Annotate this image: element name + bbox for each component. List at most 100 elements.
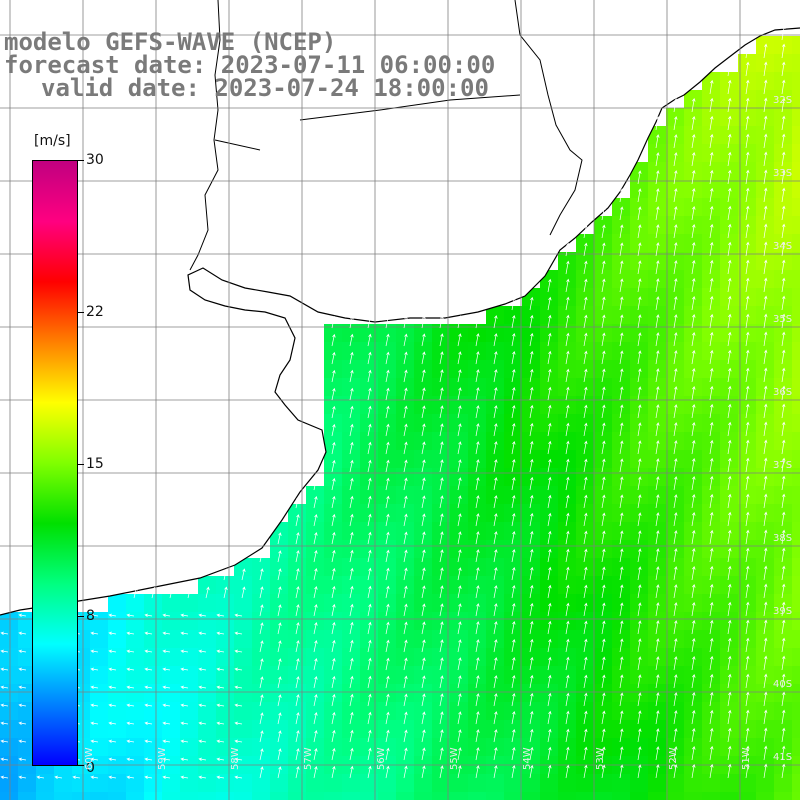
wind-speed-cell: [342, 540, 361, 559]
wind-speed-cell: [108, 792, 127, 800]
wind-speed-cell: [648, 720, 667, 739]
wind-speed-cell: [540, 558, 559, 577]
wind-arrow: [601, 548, 606, 563]
wind-speed-cell: [378, 720, 397, 739]
wind-arrow: [108, 667, 117, 671]
wind-speed-cell: [666, 378, 685, 397]
wind-arrow: [421, 513, 426, 527]
wind-arrow: [655, 278, 660, 293]
wind-speed-cell: [306, 702, 325, 721]
wind-arrow: [619, 566, 624, 581]
wind-speed-cell: [360, 360, 379, 379]
wind-speed-cell: [594, 684, 613, 703]
wind-speed-cell: [576, 648, 595, 667]
wind-speed-cell: [270, 792, 289, 800]
wind-arrow: [619, 710, 624, 725]
wind-arrow: [727, 115, 732, 131]
wind-arrow: [637, 332, 642, 347]
wind-speed-cell: [684, 198, 703, 217]
wind-arrow: [144, 721, 153, 725]
wind-arrow: [511, 350, 516, 365]
wind-arrow: [547, 620, 552, 635]
wind-arrow: [781, 583, 786, 599]
wind-arrow: [763, 223, 768, 239]
wind-speed-cell: [432, 378, 451, 397]
wind-speed-cell: [360, 666, 379, 685]
wind-speed-cell: [270, 612, 289, 631]
wind-arrow: [601, 440, 606, 455]
wind-speed-cell: [324, 432, 343, 451]
wind-arrow: [763, 673, 768, 689]
wind-arrow: [565, 710, 570, 725]
wind-speed-cell: [342, 522, 361, 541]
wind-speed-cell: [558, 252, 577, 271]
wind-speed-cell: [432, 504, 451, 523]
wind-arrow: [619, 224, 624, 239]
wind-arrow: [349, 333, 354, 347]
wind-speed-cell: [684, 144, 703, 163]
wind-speed-cell: [468, 594, 487, 613]
wind-speed-cell: [198, 684, 217, 703]
wind-speed-cell: [684, 162, 703, 181]
wind-arrow: [349, 765, 354, 779]
wind-speed-cell: [144, 612, 163, 631]
wind-speed-cell: [468, 684, 487, 703]
wind-arrow: [349, 639, 354, 653]
wind-arrow: [216, 703, 225, 707]
wind-arrow: [727, 583, 732, 599]
wind-arrow: [403, 729, 408, 743]
wind-arrow: [457, 549, 462, 563]
wind-arrow: [763, 637, 768, 653]
wind-speed-cell: [306, 522, 325, 541]
wind-arrow: [529, 440, 534, 455]
wind-arrow: [511, 386, 516, 401]
wind-arrow: [655, 710, 660, 725]
wind-arrow: [295, 694, 300, 707]
wind-arrow: [709, 745, 714, 761]
wind-arrow: [655, 494, 660, 509]
wind-speed-cell: [414, 558, 433, 577]
wind-speed-cell: [360, 522, 379, 541]
wind-speed-cell: [360, 540, 379, 559]
wind-arrow: [403, 513, 408, 527]
wind-arrow: [403, 603, 408, 617]
wind-speed-cell: [468, 324, 487, 343]
wind-arrow: [421, 495, 426, 509]
wind-speed-cell: [432, 666, 451, 685]
wind-speed-cell: [126, 666, 145, 685]
wind-speed-cell: [432, 774, 451, 793]
wind-arrow: [259, 694, 264, 707]
wind-speed-cell: [630, 252, 649, 271]
wind-arrow: [223, 586, 228, 599]
wind-speed-cell: [630, 576, 649, 595]
wind-arrow: [655, 116, 660, 131]
wind-arrow: [583, 422, 588, 437]
wind-speed-cell: [522, 540, 541, 559]
wind-speed-cell: [90, 630, 109, 649]
wind-speed-cell: [558, 342, 577, 361]
wind-arrow: [144, 739, 153, 743]
wind-arrow: [313, 603, 318, 617]
wind-arrow: [583, 656, 588, 671]
wind-arrow: [493, 621, 498, 635]
wind-speed-cell: [612, 522, 631, 541]
wind-speed-cell: [792, 36, 800, 55]
wind-speed-cell: [522, 684, 541, 703]
wind-speed-cell: [324, 342, 343, 361]
wind-arrow: [781, 637, 786, 653]
wind-arrow: [745, 187, 750, 203]
wind-arrow: [349, 387, 354, 401]
wind-arrow: [313, 639, 318, 653]
wind-arrow: [162, 721, 171, 725]
wind-arrow: [385, 585, 390, 599]
wind-arrow: [691, 709, 696, 725]
wind-arrow: [601, 386, 606, 401]
wind-arrow: [745, 61, 750, 77]
wind-speed-cell: [522, 792, 541, 800]
wind-speed-cell: [684, 270, 703, 289]
longitude-label: 59W: [157, 747, 168, 770]
wind-arrow: [162, 703, 171, 707]
wind-speed-cell: [666, 684, 685, 703]
wind-arrow: [403, 441, 408, 455]
wind-speed-cell: [18, 720, 37, 739]
